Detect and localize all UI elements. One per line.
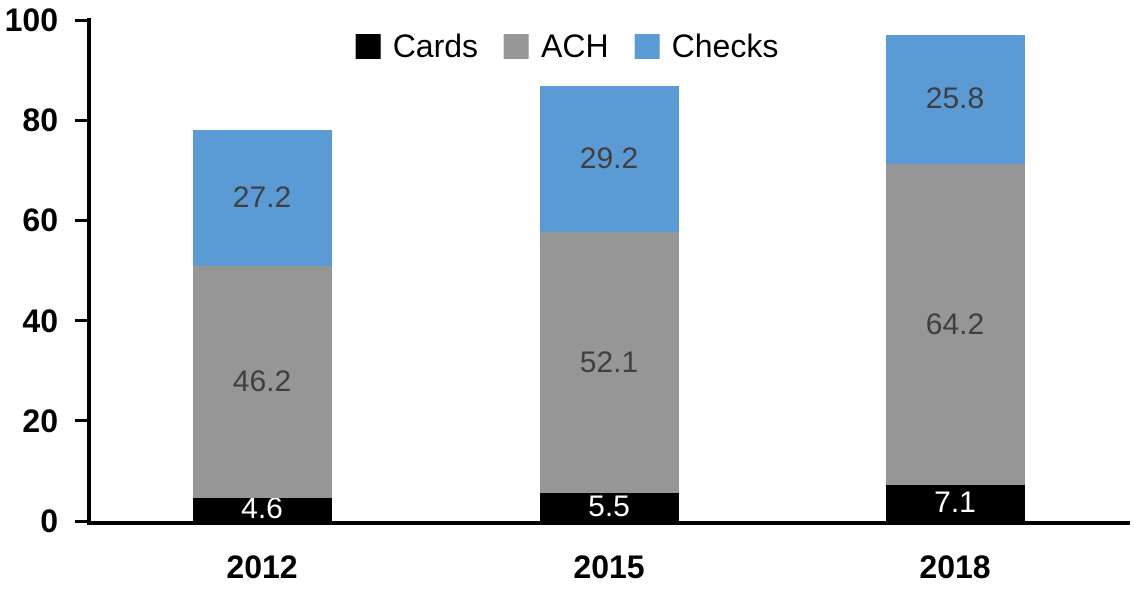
x-category-label: 2012 [226, 549, 298, 585]
legend-swatch-ach [504, 33, 530, 59]
x-category-label: 2015 [573, 549, 645, 585]
legend-swatch-checks [634, 33, 660, 59]
data-label: 64.2 [925, 307, 985, 341]
data-label: 4.6 [241, 492, 283, 526]
y-tick-mark [75, 218, 87, 222]
legend-label-checks: Checks [671, 28, 779, 64]
y-tick-mark [75, 118, 87, 122]
bar-segment-checks-2018: 25.8 [885, 34, 1025, 164]
y-tick-label: 100 [4, 2, 58, 38]
legend-item-checks: Checks [634, 28, 779, 64]
x-category-label: 2018 [919, 549, 991, 585]
data-label: 5.5 [588, 490, 630, 524]
data-label: 46.2 [232, 365, 292, 399]
bar-segment-cards-2018: 7.1 [885, 485, 1025, 521]
data-label: 7.1 [934, 486, 976, 520]
y-tick-label: 80 [22, 102, 58, 139]
bar-segment-cards-2012: 4.6 [192, 494, 332, 524]
y-tick-mark [75, 519, 87, 523]
bar-segment-ach-2018: 64.2 [885, 163, 1025, 486]
x-axis-line [87, 521, 1130, 525]
y-tick-label: 20 [22, 402, 58, 439]
y-tick-mark [75, 319, 87, 323]
data-label: 29.2 [579, 142, 639, 176]
legend-label-ach: ACH [541, 28, 609, 64]
bar-segment-ach-2012: 46.2 [192, 266, 332, 498]
legend-item-ach: ACH [504, 30, 609, 62]
bar-segment-checks-2012: 27.2 [192, 130, 332, 267]
y-tick-mark [75, 419, 87, 423]
y-tick-label: 40 [22, 302, 58, 339]
legend-item-cards: Cards [355, 28, 479, 64]
data-label: 52.1 [579, 345, 639, 379]
y-tick-label: 60 [22, 202, 58, 239]
data-label: 25.8 [925, 82, 985, 116]
legend-label-cards: Cards [392, 28, 479, 64]
legend: Cards ACH Checks [355, 28, 779, 64]
legend-swatch-cards [355, 33, 381, 59]
y-tick-label: 0 [40, 503, 58, 539]
bar-segment-ach-2015: 52.1 [539, 232, 679, 494]
bar-segment-checks-2015: 29.2 [539, 86, 679, 233]
data-label: 27.2 [232, 181, 292, 215]
bar-segment-cards-2015: 5.5 [539, 490, 679, 524]
y-axis-line [87, 18, 91, 525]
y-tick-mark [75, 18, 87, 22]
